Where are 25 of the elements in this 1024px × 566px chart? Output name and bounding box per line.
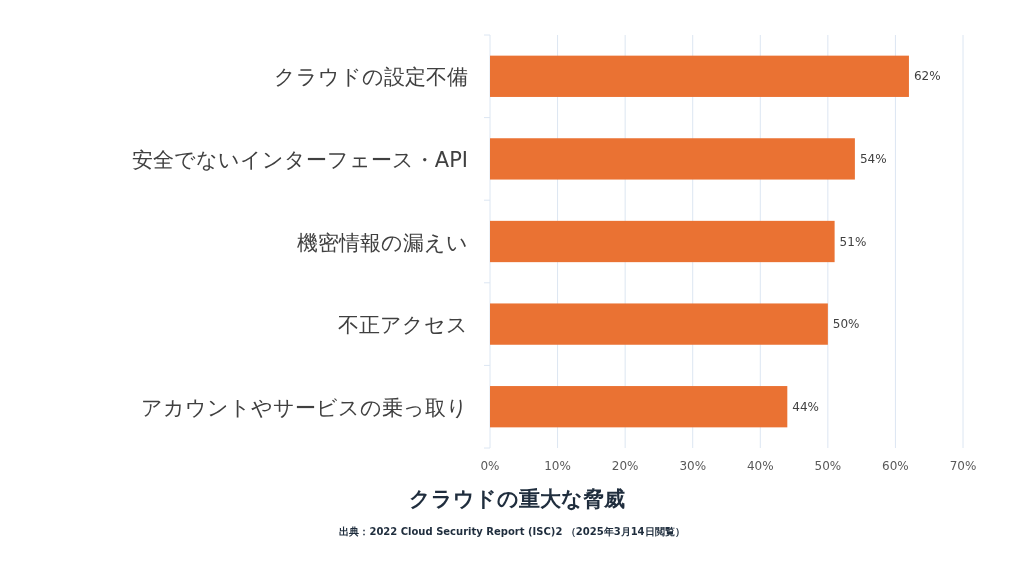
x-tick-label: 10% bbox=[544, 459, 571, 473]
data-label: 51% bbox=[839, 234, 867, 249]
y-tick-label: アカウントやサービスの乗っ取り bbox=[141, 395, 468, 420]
x-tick-label: 60% bbox=[882, 459, 909, 473]
bar bbox=[490, 220, 835, 263]
data-label: 54% bbox=[859, 151, 887, 166]
bar bbox=[490, 138, 855, 180]
text: クラウドの重大な脅威 bbox=[408, 487, 625, 511]
data-label: 44% bbox=[792, 399, 819, 414]
data-label: 50% bbox=[832, 317, 860, 332]
y-tick-label: 安全でないインターフェース・API bbox=[131, 147, 468, 172]
bar bbox=[490, 386, 788, 428]
bar bbox=[490, 55, 909, 97]
x-tick-label: 0% bbox=[480, 459, 500, 473]
x-tick-label: 20% bbox=[611, 459, 639, 473]
y-tick-label: クラウドの設定不備 bbox=[274, 65, 468, 90]
x-tick-label: 50% bbox=[814, 459, 842, 473]
source-note: 出典：2022 Cloud Security Report (ISC)2 （2025年3月14日閲覧） bbox=[339, 526, 685, 537]
bar bbox=[490, 303, 828, 345]
x-tick-label: 30% bbox=[679, 459, 707, 473]
data-label: 62% bbox=[913, 69, 941, 84]
x-tick-label: 70% bbox=[949, 459, 977, 473]
x-tick-label: 40% bbox=[746, 459, 774, 473]
y-tick-label: 機密情報の漏えい bbox=[297, 230, 468, 255]
y-tick-label: 不正アクセス bbox=[338, 313, 468, 338]
